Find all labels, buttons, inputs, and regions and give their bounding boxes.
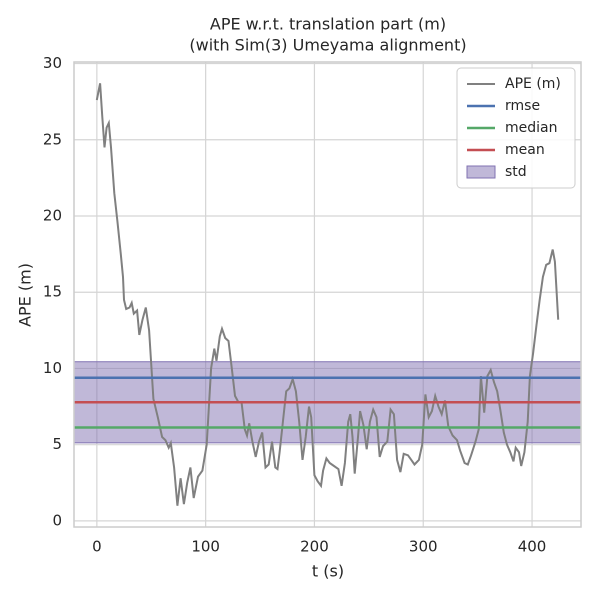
chart-subtitle: (with Sim(3) Umeyama alignment) — [189, 36, 466, 55]
chart-title: APE w.r.t. translation part (m) — [210, 15, 446, 34]
axes-frame — [73, 61, 582, 528]
y-axis-label: APE (m) — [16, 263, 35, 327]
legend-box — [456, 67, 576, 189]
legend-swatch — [466, 165, 496, 179]
legend-label: APE (m) — [505, 76, 561, 92]
x-tick-label: 0 — [92, 538, 102, 556]
y-tick-label: 15 — [43, 283, 62, 301]
legend-label: median — [505, 120, 557, 136]
y-tick-label: 25 — [43, 130, 62, 148]
data-line — [95, 83, 560, 506]
y-tick-label: 20 — [43, 206, 62, 224]
legend-label: mean — [505, 142, 545, 158]
x-tick-label: 200 — [300, 538, 329, 556]
legend-label: rmse — [505, 98, 540, 114]
y-tick-label: 30 — [43, 54, 62, 72]
x-tick-label: 100 — [191, 538, 220, 556]
x-tick-label: 400 — [518, 538, 547, 556]
x-axis-label: t (s) — [312, 562, 344, 581]
y-tick-label: 0 — [52, 511, 62, 529]
legend-label: std — [505, 164, 527, 180]
x-tick-label: 300 — [409, 538, 438, 556]
y-tick-label: 10 — [43, 359, 62, 377]
y-tick-label: 5 — [52, 435, 62, 453]
